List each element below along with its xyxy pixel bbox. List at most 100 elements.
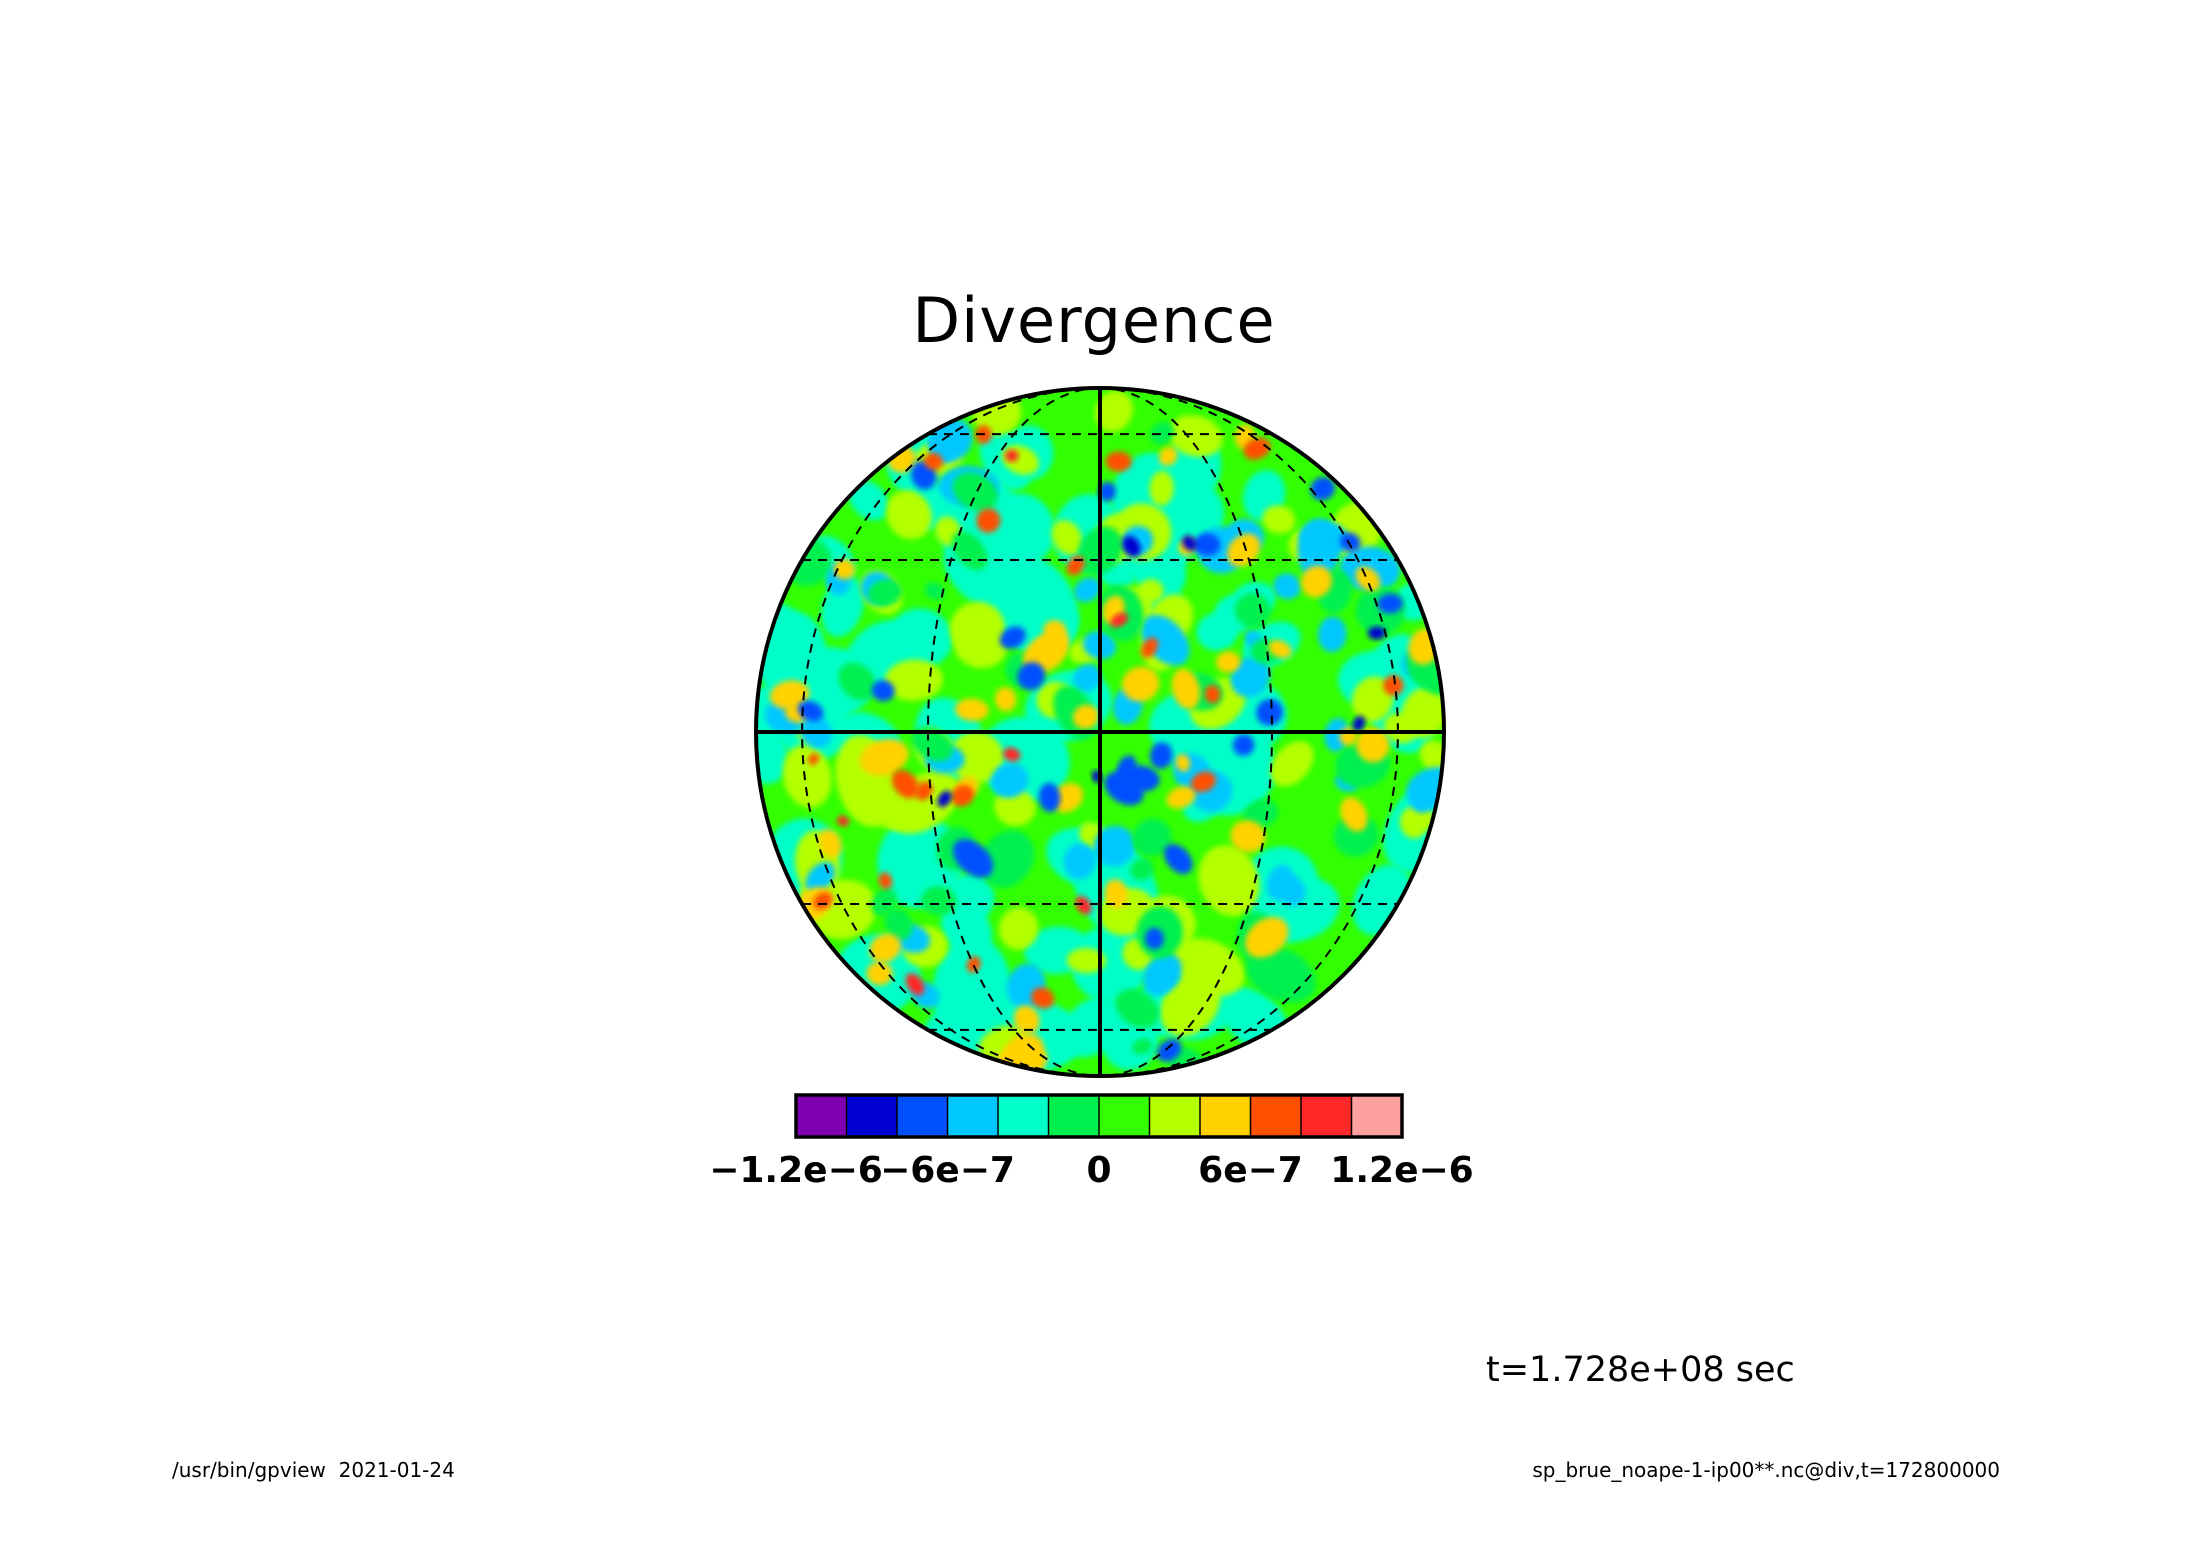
field-anomaly (1149, 470, 1174, 506)
field-anomaly (871, 888, 897, 916)
field-anomaly (951, 784, 975, 807)
field-anomaly (756, 730, 789, 784)
field-anomaly (980, 830, 1035, 888)
field-anomaly (1377, 593, 1403, 614)
plot-title: Divergence (912, 284, 1276, 357)
field-anomaly (1198, 845, 1260, 917)
field-anomaly (1166, 786, 1196, 809)
field-anomaly (1141, 637, 1159, 658)
field-anomaly (1017, 662, 1046, 691)
field-anomaly (1273, 573, 1301, 600)
field-anomaly (848, 480, 889, 521)
field-anomaly (1270, 741, 1314, 787)
field-anomaly (1121, 666, 1160, 702)
globe-map (754, 386, 1446, 1078)
field-anomaly (976, 508, 1001, 533)
colorbar-tick-label: 0 (1086, 1150, 1112, 1191)
field-anomaly (837, 815, 849, 827)
field-anomaly (1013, 1005, 1040, 1035)
field-anomaly (891, 769, 919, 799)
field-anomaly (838, 662, 877, 701)
field-anomaly (1072, 704, 1099, 729)
field-anomaly (915, 781, 933, 801)
field-anomaly (1158, 446, 1178, 466)
field-anomaly (1297, 518, 1340, 581)
field-anomaly (782, 744, 832, 808)
field-anomaly (1031, 987, 1055, 1009)
field-anomaly (1333, 814, 1379, 857)
colorbar-cell (796, 1095, 847, 1137)
footer-program-date: /usr/bin/gpview 2021-01-24 (172, 1458, 455, 1482)
field-anomaly (1005, 449, 1019, 462)
field-anomaly (1351, 676, 1394, 723)
field-anomaly (1191, 771, 1216, 793)
field-anomaly (1052, 783, 1084, 813)
field-anomaly (1132, 1038, 1153, 1055)
colorbar-tick-label: 1.2e−6 (1330, 1150, 1474, 1191)
field-anomaly (1150, 742, 1173, 769)
colorbar-cell (1200, 1095, 1251, 1137)
field-anomaly (1171, 668, 1201, 710)
colorbar-cell (897, 1095, 948, 1137)
field-anomaly (1110, 612, 1129, 628)
field-anomaly (1196, 612, 1239, 651)
field-anomaly (955, 698, 989, 722)
field-anomaly (869, 933, 901, 963)
field-anomaly (949, 731, 1004, 784)
field-anomaly (1310, 477, 1335, 501)
field-anomaly (1038, 782, 1061, 813)
field-anomaly (1232, 734, 1255, 756)
colorbar-cell (1351, 1095, 1403, 1137)
field-anomaly (1144, 927, 1164, 950)
field-anomaly (813, 892, 833, 910)
field-anomaly (1256, 699, 1284, 726)
field-anomaly (924, 582, 945, 600)
field-anomaly (871, 680, 895, 702)
field-anomaly (998, 907, 1039, 950)
field-anomaly (859, 738, 909, 776)
field-anomaly (940, 899, 992, 958)
field-anomaly (1051, 520, 1083, 555)
field-anomaly (1094, 390, 1133, 432)
field-anomaly (1150, 421, 1174, 445)
field-anomaly (797, 700, 824, 722)
field-anomaly (1074, 577, 1101, 603)
field-anomaly (866, 961, 893, 986)
field-anomaly (867, 579, 903, 607)
field-anomaly (769, 680, 810, 710)
field-anomaly (1143, 953, 1182, 996)
field-anomaly (1003, 1033, 1044, 1069)
field-anomaly (1104, 879, 1128, 909)
colorbar-cell (1250, 1095, 1302, 1137)
field-anomaly (1175, 754, 1191, 772)
field-anomaly (1182, 535, 1197, 551)
field-anomaly (1340, 797, 1368, 832)
field-anomaly (924, 452, 943, 470)
field-anomaly (1132, 818, 1172, 857)
field-anomaly (952, 472, 998, 511)
field-anomaly (952, 839, 994, 878)
field-anomaly (1115, 989, 1160, 1028)
colorbar-tick-label: 6e−7 (1198, 1150, 1303, 1191)
field-anomaly (1355, 566, 1381, 592)
field-anomaly (1317, 616, 1347, 653)
field-anomaly (1204, 684, 1221, 704)
field-anomaly (878, 872, 893, 890)
colorbar-cell (947, 1095, 999, 1137)
field-anomaly (1073, 664, 1102, 693)
field-anomaly (937, 790, 952, 807)
field-anomaly (1163, 843, 1193, 875)
field-anomaly (1367, 626, 1386, 640)
field-anomaly (1401, 686, 1444, 739)
field-anomaly (1410, 791, 1433, 813)
colorbar-cell (1149, 1095, 1201, 1137)
field-anomaly (1171, 938, 1246, 997)
colorbar-cell (1048, 1095, 1100, 1137)
field-anomaly (1105, 451, 1132, 472)
field-anomaly (1093, 825, 1136, 867)
colorbar-frame (794, 1093, 1404, 1139)
field-anomaly (1352, 716, 1366, 732)
field-anomaly (808, 753, 819, 765)
field-anomaly (905, 973, 925, 996)
field-anomaly (1194, 532, 1221, 557)
